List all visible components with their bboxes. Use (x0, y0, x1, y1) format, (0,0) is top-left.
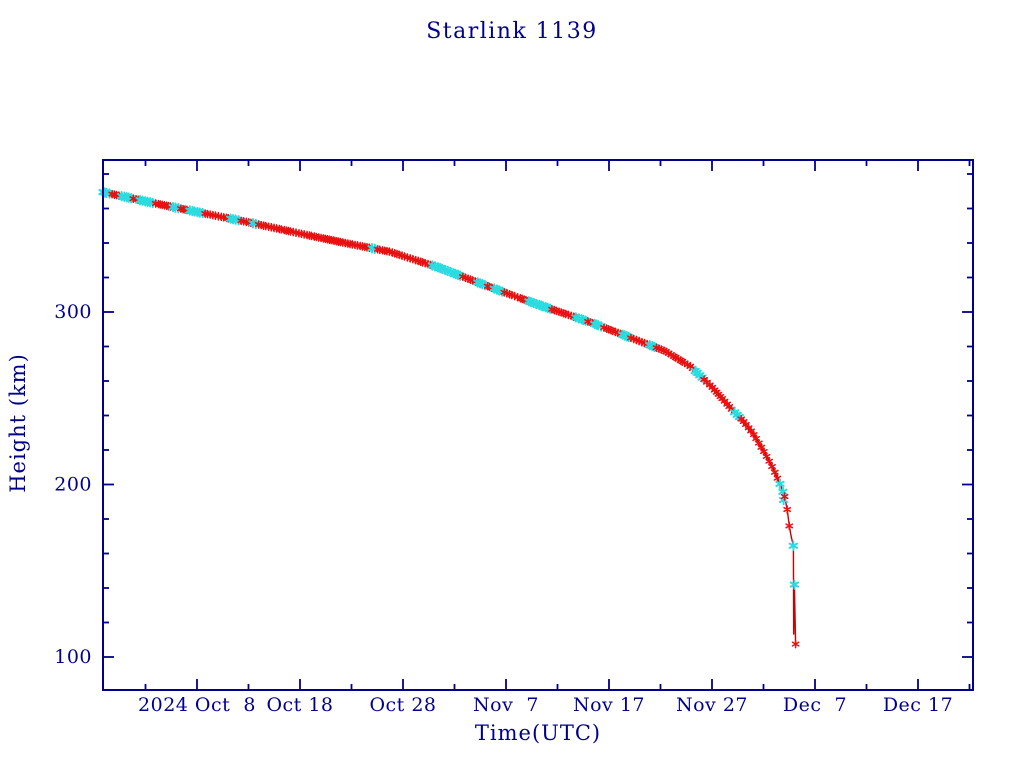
decay-curve-line (102, 191, 797, 645)
data-series (98, 186, 800, 649)
x-tick-label: Oct 18 (266, 694, 333, 716)
data-marker-red (768, 462, 776, 471)
data-marker-red (703, 377, 711, 387)
y-axis-label: Height (km) (6, 353, 30, 493)
data-marker-red (785, 521, 794, 531)
x-tick-label: Dec 7 (783, 694, 847, 716)
x-tick-label: Nov 7 (473, 694, 539, 716)
data-marker-red (791, 639, 800, 649)
y-tick-label: 300 (54, 301, 92, 323)
data-marker-red (780, 492, 789, 501)
data-marker-cyan (775, 478, 785, 490)
x-axis-label: Time(UTC) (475, 721, 601, 745)
x-tick-label: Nov 27 (676, 694, 748, 716)
x-tick-label: Nov 17 (573, 694, 645, 716)
chart-title: Starlink 1139 (426, 19, 598, 44)
x-tick-label: 2024 Oct 8 (138, 694, 256, 716)
tick-labels: 2024 Oct 8 Oct 18 Oct 28 Nov 7 Nov 17 Nov 27 D… (54, 301, 953, 716)
x-tick-label: Oct 28 (369, 694, 436, 716)
data-marker-cyan (789, 579, 800, 590)
data-marker-red (765, 456, 774, 466)
y-tick-label: 200 (54, 474, 92, 496)
plot-frame-border (102, 159, 974, 691)
data-marker-cyan (778, 486, 788, 497)
data-marker-cyan (788, 540, 799, 551)
data-marker-red (783, 505, 792, 514)
data-marker-red (770, 467, 779, 477)
y-tick-label: 100 (54, 646, 92, 668)
plot-frame (102, 159, 974, 691)
x-tick-label: Dec 17 (883, 694, 953, 716)
